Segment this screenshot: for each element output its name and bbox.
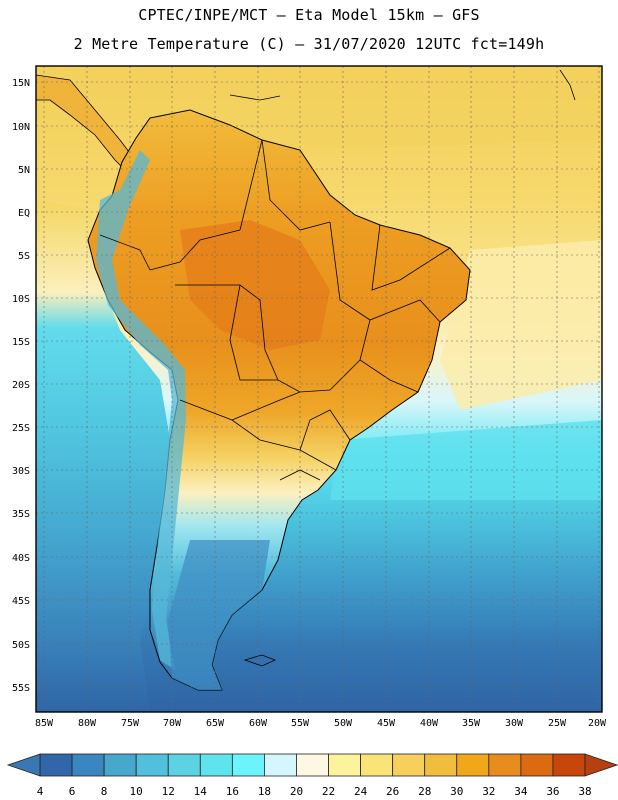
lon-label: 40W bbox=[420, 718, 439, 729]
lon-label: 50W bbox=[334, 718, 353, 729]
graticule bbox=[36, 66, 602, 712]
colorbar-label: 24 bbox=[354, 785, 368, 798]
lat-label: 55S bbox=[12, 683, 30, 694]
colorbar-cell bbox=[71, 753, 105, 777]
colorbar-label: 20 bbox=[290, 785, 303, 798]
lat-label: 45S bbox=[12, 596, 30, 607]
caribbean-sea bbox=[36, 66, 602, 150]
colorbar-cell bbox=[135, 753, 169, 777]
colorbar-cell bbox=[392, 753, 426, 777]
title-line-1: CPTEC/INPE/MCT – Eta Model 15km – GFS bbox=[138, 6, 480, 24]
colorbar-cell bbox=[39, 753, 73, 777]
colorbar-label: 36 bbox=[546, 785, 559, 798]
pacific-ocean bbox=[36, 200, 175, 712]
caribbean-islands bbox=[229, 94, 281, 101]
lon-label: 65W bbox=[206, 718, 225, 729]
colorbar-label: 32 bbox=[482, 785, 495, 798]
lat-label: 5N bbox=[18, 165, 30, 176]
lon-label: 25W bbox=[548, 718, 567, 729]
lat-label: 10N bbox=[12, 122, 30, 133]
lon-label: 70W bbox=[163, 718, 182, 729]
colorbar-cell bbox=[199, 753, 233, 777]
colorbar-label: 10 bbox=[130, 785, 143, 798]
amazon-hot-region bbox=[180, 220, 330, 350]
colorbar-label: 38 bbox=[578, 785, 591, 798]
colorbar-label: 18 bbox=[258, 785, 271, 798]
lon-label: 30W bbox=[505, 718, 524, 729]
colorbar-cell bbox=[231, 753, 265, 777]
andes-cool-region bbox=[96, 150, 186, 670]
colorbar-cells bbox=[39, 753, 586, 777]
lat-label: 40S bbox=[12, 553, 30, 564]
colorbar-cell bbox=[552, 753, 586, 777]
lon-label: 35W bbox=[462, 718, 481, 729]
lat-label: 10S bbox=[12, 294, 30, 305]
colorbar-label: 4 bbox=[37, 785, 44, 798]
map-area bbox=[36, 66, 602, 712]
lat-label: 15N bbox=[12, 78, 30, 89]
lat-label: 5S bbox=[18, 251, 30, 262]
lat-label: 25S bbox=[12, 423, 30, 434]
colorbar-cell bbox=[296, 753, 329, 777]
lat-label: 15S bbox=[12, 337, 30, 348]
lesser-antilles bbox=[559, 69, 576, 101]
colorbar-cell bbox=[264, 753, 297, 777]
lon-label: 85W bbox=[35, 718, 54, 729]
patagonia-cold-region bbox=[168, 540, 270, 690]
colorbar-cell bbox=[167, 753, 201, 777]
longitude-labels: 85W 80W 75W 70W 65W 60W 55W 50W 45W 40W … bbox=[35, 718, 607, 729]
lat-label: 50S bbox=[12, 640, 30, 651]
colorbar-high-arrow bbox=[584, 753, 618, 777]
colorbar-label: 12 bbox=[162, 785, 175, 798]
colorbar-cell bbox=[424, 753, 458, 777]
colorbar: 4 6 8 10 12 14 16 18 20 22 24 26 28 30 32 34 36 38 bbox=[6, 753, 618, 798]
colorbar-label: 6 bbox=[69, 785, 76, 798]
colorbar-label: 16 bbox=[226, 785, 239, 798]
colorbar-cell bbox=[488, 753, 522, 777]
colorbar-label: 28 bbox=[418, 785, 431, 798]
country-borders bbox=[99, 139, 451, 481]
colorbar-label: 34 bbox=[514, 785, 528, 798]
latitude-labels: 15N 10N 5N EQ 5S 10S 15S 20S 25S 30S 35S… bbox=[12, 78, 30, 694]
colorbar-cell bbox=[103, 753, 137, 777]
colorbar-label: 30 bbox=[450, 785, 463, 798]
lat-label: EQ bbox=[18, 208, 30, 219]
colorbar-label: 8 bbox=[101, 785, 108, 798]
colorbar-cell bbox=[360, 753, 394, 777]
lat-label: 30S bbox=[12, 466, 30, 477]
lon-label: 80W bbox=[78, 718, 97, 729]
lat-label: 35S bbox=[12, 509, 30, 520]
colorbar-cell bbox=[520, 753, 554, 777]
lon-label: 45W bbox=[377, 718, 396, 729]
colorbar-low-arrow bbox=[6, 753, 41, 777]
colorbar-labels: 4 6 8 10 12 14 16 18 20 22 24 26 28 30 32 34 36 38 bbox=[37, 785, 592, 798]
colorbar-label: 26 bbox=[386, 785, 399, 798]
colorbar-cell bbox=[328, 753, 361, 777]
lon-label: 75W bbox=[121, 718, 140, 729]
colorbar-label: 14 bbox=[194, 785, 208, 798]
atlantic-cool-band bbox=[330, 420, 602, 500]
falkland-islands bbox=[243, 654, 277, 667]
atlantic-warm-band bbox=[440, 240, 602, 410]
map-frame bbox=[35, 65, 603, 713]
lat-label: 20S bbox=[12, 380, 30, 391]
colorbar-cell bbox=[456, 753, 490, 777]
colorbar-label: 22 bbox=[322, 785, 335, 798]
lon-label: 60W bbox=[249, 718, 268, 729]
lon-label: 20W bbox=[588, 718, 607, 729]
title-line-2: 2 Metre Temperature (C) – 31/07/2020 12U… bbox=[73, 35, 545, 53]
lon-label: 55W bbox=[291, 718, 310, 729]
